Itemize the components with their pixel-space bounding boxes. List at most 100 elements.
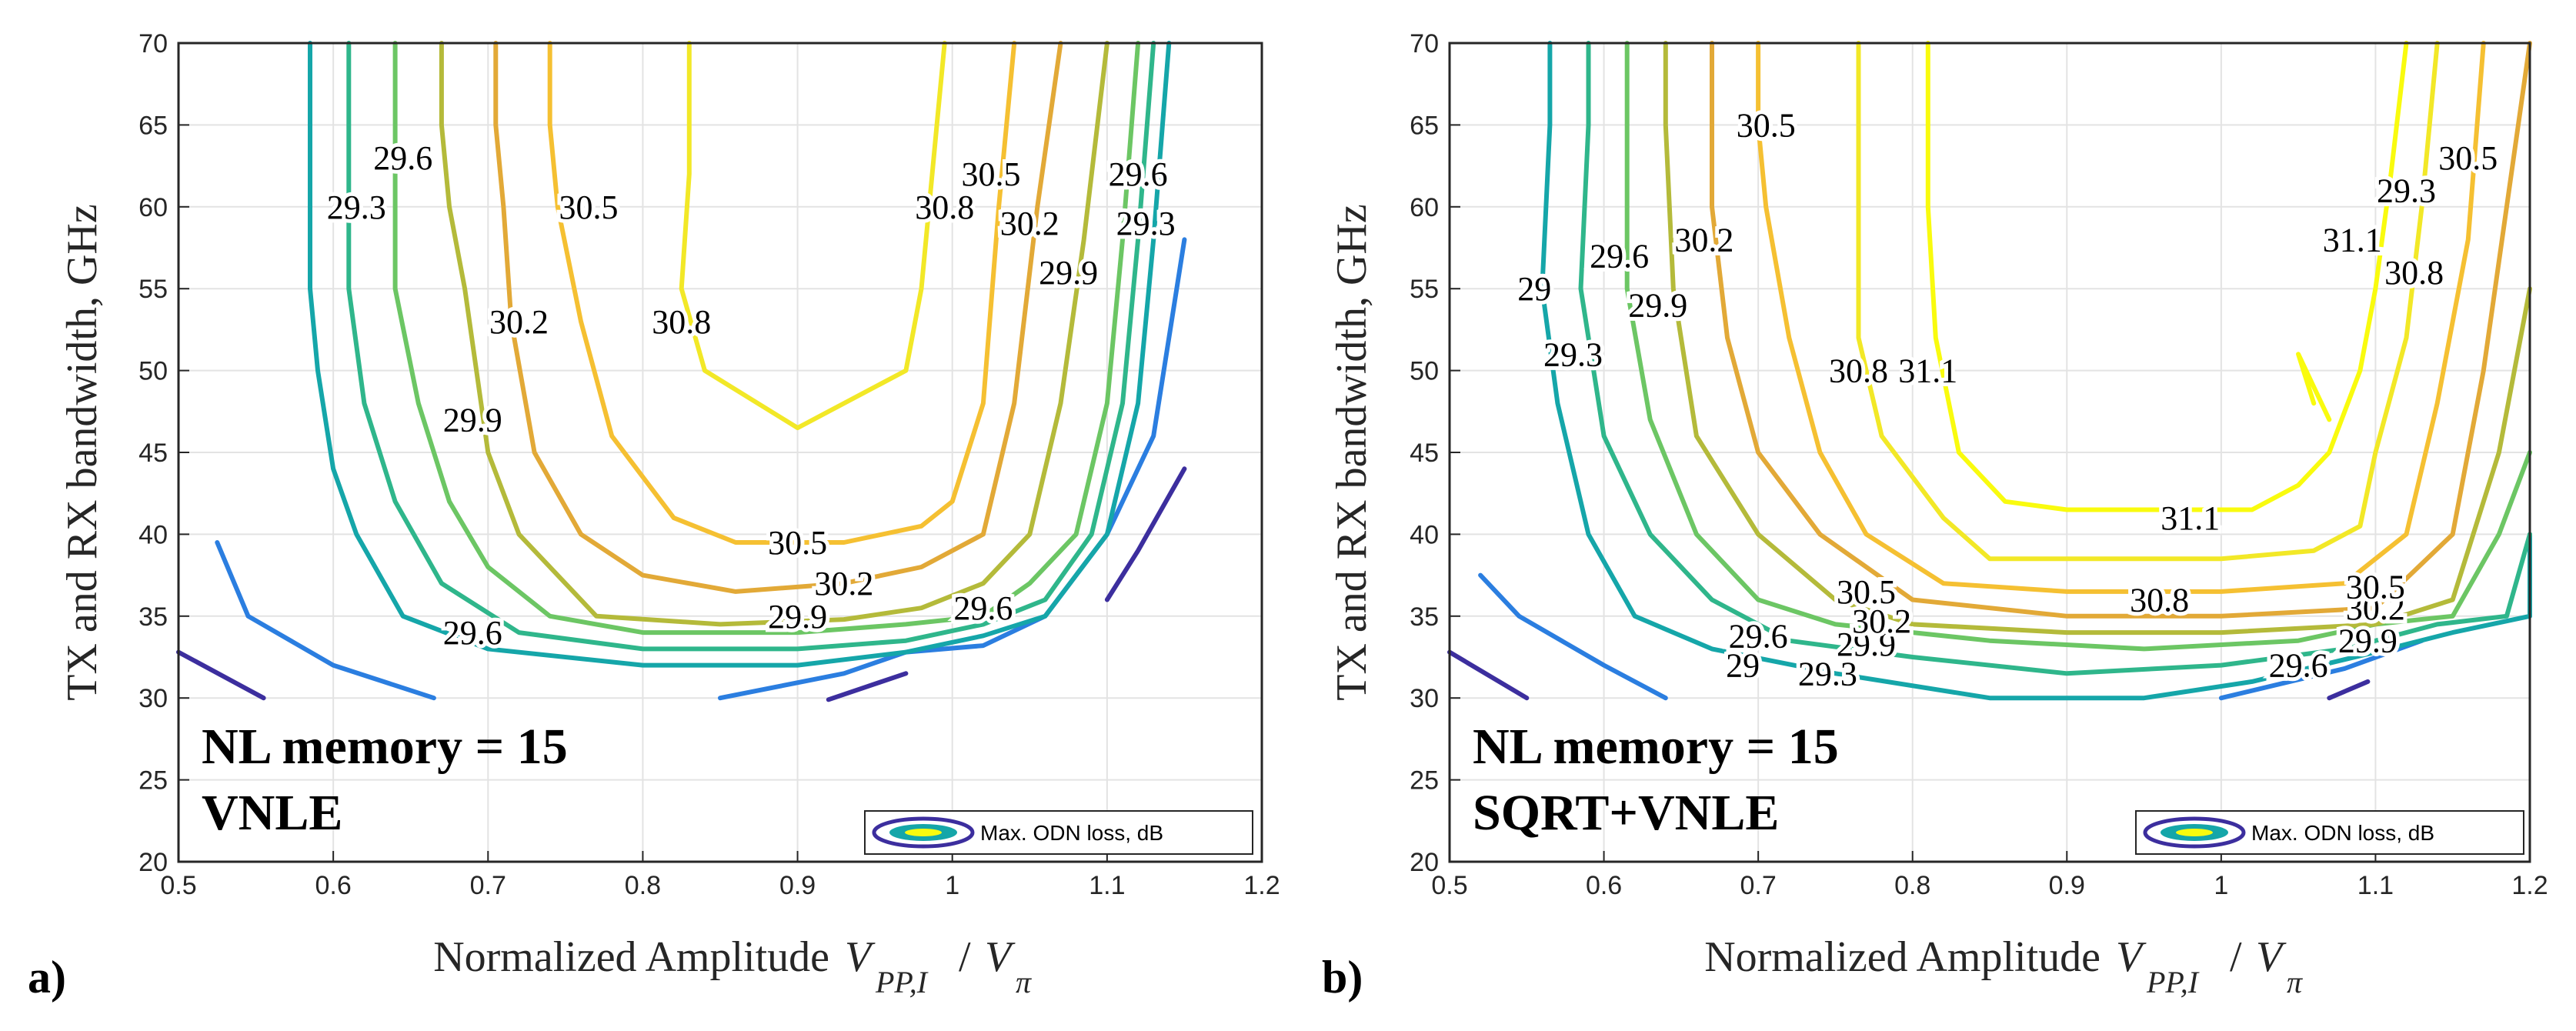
x-tick-label-b: 0.6 bbox=[1586, 871, 1622, 900]
contour-label-31-1-b: 31.1 bbox=[2161, 499, 2220, 537]
contour-label-29-3-b: 29.3 bbox=[1543, 335, 1603, 373]
x-tick-label-b: 0.8 bbox=[1894, 871, 1930, 900]
contour-line-29-9-a bbox=[439, 41, 1109, 627]
contour-label-29-b: 29 bbox=[1726, 647, 1760, 685]
y-tick-label-b: 50 bbox=[1410, 357, 1439, 386]
contour-label-30-2-a: 30.2 bbox=[489, 303, 549, 341]
contour-line-30-5-b bbox=[1756, 41, 2486, 594]
x-axis-label-text-a: Normalized Amplitude bbox=[433, 933, 829, 981]
y-tick-label-b: 30 bbox=[1410, 684, 1439, 713]
x-tick-label-b: 0.5 bbox=[1431, 871, 1467, 900]
contours-b bbox=[1447, 41, 2532, 701]
contour-line-30-8-b bbox=[1856, 41, 2440, 562]
contour-label-30-8-a: 30.8 bbox=[652, 303, 711, 341]
contour-label-29-6-b: 29.6 bbox=[2269, 647, 2328, 685]
x-axis-math-sub2-a: π bbox=[1016, 965, 1032, 999]
contour-label-30-2-b: 30.2 bbox=[1674, 221, 1733, 259]
contour-line-29-9-b bbox=[1663, 41, 2532, 636]
y-axis-label-a: TX and RX bandwidth, GHz bbox=[58, 204, 106, 700]
contour-label-30-5-b: 30.5 bbox=[2438, 139, 2498, 177]
contour-panel-b: 29 29 29.3 29.3 29.3 29.6 29.6 29.6 29.9 29.9 29.9… bbox=[1322, 29, 2548, 1003]
contours-a bbox=[176, 41, 1187, 702]
contour-labels-a: 29.3 29.329.629.629.629.629.929.929.930.2… bbox=[323, 135, 1180, 656]
x-axis-math-sub1-a: PP,I bbox=[875, 965, 929, 999]
contour-line-28-b bbox=[1478, 572, 1668, 701]
annotation-line-2-a: VNLE bbox=[202, 785, 342, 841]
contour-label-30-5-a: 30.5 bbox=[768, 524, 827, 562]
contour-line-29-a bbox=[308, 41, 1172, 668]
y-tick-label-a: 25 bbox=[138, 766, 168, 796]
contour-labels-b: 29 29 29.3 29.3 29.3 29.6 29.6 29.6 29.9 29.9 29.9… bbox=[1513, 102, 2501, 696]
contour-label-29-6-a: 29.6 bbox=[1109, 155, 1168, 193]
contour-line-29-b bbox=[1540, 41, 2532, 701]
x-axis-math-v-a: V bbox=[845, 933, 876, 981]
x-axis-label-text-b: Normalized Amplitude bbox=[1704, 933, 2101, 981]
y-tick-label-b: 65 bbox=[1410, 111, 1439, 140]
y-tick-label-b: 55 bbox=[1410, 275, 1439, 304]
y-tick-label-b: 20 bbox=[1410, 848, 1439, 877]
contour-label-30-8-b: 30.8 bbox=[1829, 352, 1888, 390]
y-tick-label-b: 45 bbox=[1410, 439, 1439, 468]
legend-a: Max. ODN loss, dB bbox=[864, 810, 1253, 855]
legend-text-b: Max. ODN loss, dB bbox=[2251, 821, 2434, 845]
x-tick-label-a: 0.7 bbox=[470, 871, 506, 900]
contour-label-29-6-a: 29.6 bbox=[443, 614, 502, 652]
legend-swatch-outer-a bbox=[872, 816, 975, 849]
x-axis-math-v2-b: V bbox=[2256, 933, 2287, 981]
y-tick-label-a: 60 bbox=[138, 193, 168, 222]
x-axis-label-b: Normalized Amplitude V PP,I / V π bbox=[1704, 933, 2303, 999]
x-axis-math-v-b: V bbox=[2116, 933, 2147, 981]
contour-line-28-b bbox=[2218, 638, 2424, 701]
y-tick-label-a: 55 bbox=[138, 275, 168, 304]
x-axis-math-slash-b: / bbox=[2230, 933, 2242, 981]
legend-b: Max. ODN loss, dB bbox=[2135, 810, 2524, 855]
contour-label-29-3-a: 29.3 bbox=[1116, 205, 1176, 242]
x-tick-label-a: 0.9 bbox=[779, 871, 816, 900]
x-axis-math-slash-a: / bbox=[959, 933, 971, 981]
contour-line-27-b bbox=[1447, 649, 1530, 701]
contour-label-31-1-b: 31.1 bbox=[2323, 221, 2382, 259]
x-tick-label-b: 1 bbox=[2214, 871, 2228, 900]
y-tick-label-a: 20 bbox=[138, 848, 168, 877]
contour-label-29-3-a: 29.3 bbox=[327, 189, 386, 226]
y-tick-label-a: 70 bbox=[138, 29, 168, 58]
x-axis-math-sub1-b: PP,I bbox=[2146, 965, 2200, 999]
panel-label-b: b) bbox=[1322, 952, 1363, 1003]
contour-label-30-5-b: 30.5 bbox=[1737, 106, 1796, 144]
y-tick-label-a: 40 bbox=[138, 520, 168, 549]
contour-label-29-6-b: 29.6 bbox=[1590, 238, 1649, 275]
x-tick-label-a: 0.6 bbox=[315, 871, 352, 900]
contour-label-29-9-a: 29.9 bbox=[768, 598, 827, 636]
legend-swatch-inner-a bbox=[905, 829, 942, 836]
contour-label-29-3-b: 29.3 bbox=[1798, 655, 1857, 692]
contour-line-28-a bbox=[718, 237, 1187, 701]
annotation-a: NL memory = 15 VNLE bbox=[202, 719, 568, 841]
contour-line-29-3-b bbox=[1578, 41, 2532, 676]
contour-label-31-1-b: 31.1 bbox=[1898, 352, 1957, 390]
ticks-b: 0.5 0.6 0.7 0.8 0.9 1 1.1 1.2 20 25 30 35 40 45 50 55 60… bbox=[1410, 29, 2548, 900]
contour-line-29-6-a bbox=[392, 41, 1141, 636]
x-tick-label-b: 0.9 bbox=[2049, 871, 2085, 900]
contour-label-30-8-a: 30.8 bbox=[915, 189, 974, 226]
y-tick-label-b: 70 bbox=[1410, 29, 1439, 58]
x-axis-label-a: Normalized Amplitude V PP,I / V π bbox=[433, 933, 1032, 999]
x-tick-label-a: 1.1 bbox=[1089, 871, 1125, 900]
y-tick-label-b: 40 bbox=[1410, 520, 1439, 549]
y-axis-label-b: TX and RX bandwidth, GHz bbox=[1328, 204, 1376, 700]
y-tick-label-b: 60 bbox=[1410, 193, 1439, 222]
panel-label-a: a) bbox=[28, 952, 66, 1003]
contour-label-29-6-a: 29.6 bbox=[953, 589, 1013, 627]
contour-line-27-a bbox=[176, 649, 266, 701]
contour-label-29-6-a: 29.6 bbox=[373, 139, 432, 177]
contour-line-27-a bbox=[826, 671, 909, 702]
contour-label-30-2-a: 30.2 bbox=[814, 565, 873, 602]
contour-label-30-8-b: 30.8 bbox=[2384, 254, 2444, 292]
x-axis-math-v2-a: V bbox=[985, 933, 1016, 981]
contour-line-28-a bbox=[215, 540, 436, 701]
x-tick-label-a: 1 bbox=[945, 871, 959, 900]
contour-label-30-5-b: 30.5 bbox=[1837, 573, 1896, 611]
x-tick-label-a: 1.2 bbox=[1243, 871, 1280, 900]
contour-label-30-2-a: 30.2 bbox=[1000, 205, 1059, 242]
x-tick-label-a: 0.5 bbox=[160, 871, 196, 900]
contour-line-27-a bbox=[1104, 466, 1187, 602]
